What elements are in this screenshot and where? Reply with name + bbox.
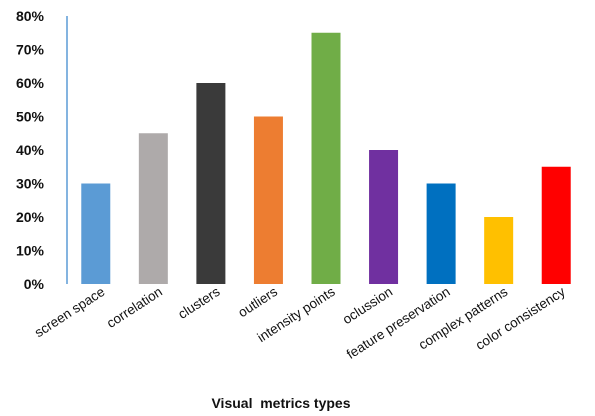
x-tick-label: outliers bbox=[235, 284, 280, 320]
x-tick-label: correlation bbox=[104, 284, 165, 331]
bar bbox=[196, 83, 226, 284]
y-tick-label: 70% bbox=[16, 42, 45, 58]
bar bbox=[253, 116, 283, 284]
bar bbox=[541, 166, 571, 284]
bar bbox=[369, 150, 399, 284]
y-tick-label: 0% bbox=[24, 276, 45, 292]
bars-group bbox=[81, 32, 571, 284]
y-tick-label: 40% bbox=[16, 142, 45, 158]
y-axis-ticks: 0% 10% 20% 30% 40% 50% 60% 70% 80% bbox=[16, 8, 45, 292]
bar bbox=[484, 217, 514, 284]
x-tick-label: clusters bbox=[175, 284, 222, 322]
bar bbox=[138, 133, 168, 284]
y-tick-label: 30% bbox=[16, 176, 45, 192]
y-tick-label: 10% bbox=[16, 243, 45, 259]
y-tick-label: 60% bbox=[16, 75, 45, 91]
x-tick-label: screen space bbox=[32, 284, 108, 340]
bar bbox=[311, 32, 341, 284]
y-tick-label: 20% bbox=[16, 209, 45, 225]
y-tick-label: 50% bbox=[16, 109, 45, 125]
y-tick-label: 80% bbox=[16, 8, 45, 24]
bar bbox=[426, 183, 456, 284]
bar bbox=[81, 183, 111, 284]
x-tick-label: feature preservation bbox=[344, 284, 453, 362]
x-axis-title: Visual metrics types bbox=[211, 395, 350, 411]
